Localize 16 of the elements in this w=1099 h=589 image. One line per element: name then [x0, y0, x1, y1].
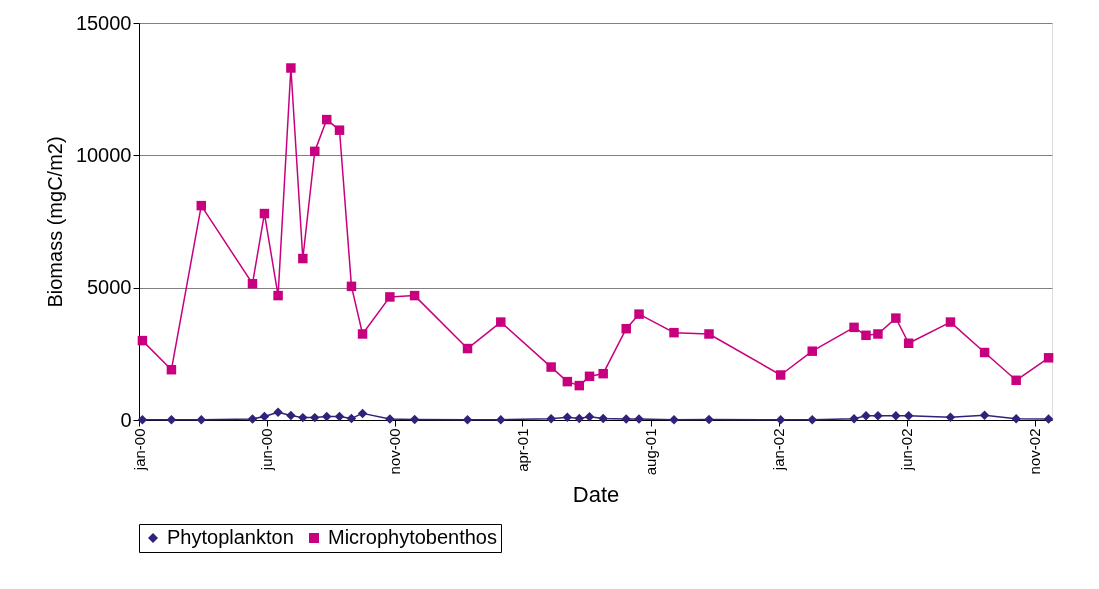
y-tick-label: 0	[120, 408, 132, 431]
y-tick-label: 15000	[75, 11, 132, 34]
x-tick-label: jun-02	[898, 428, 916, 472]
x-tick-label: nov-00	[386, 428, 404, 475]
legend-label: Microphytobenthos	[328, 526, 497, 548]
y-tick-label: 10000	[75, 143, 132, 166]
x-tick-label: aug-01	[642, 428, 660, 476]
x-tick-label: apr-01	[513, 428, 531, 472]
legend-label: Phytoplankton	[167, 526, 294, 548]
x-tick-label: jan-00	[130, 428, 148, 472]
y-tick-label: 5000	[87, 276, 132, 299]
x-axis-title: Date	[572, 482, 620, 508]
x-tick-label: nov-02	[1026, 428, 1044, 475]
x-tick-label: jun-00	[258, 428, 276, 472]
x-tick-label: jan-02	[770, 428, 788, 472]
y-axis-title: Biomass (mgC/m2)	[43, 136, 66, 308]
